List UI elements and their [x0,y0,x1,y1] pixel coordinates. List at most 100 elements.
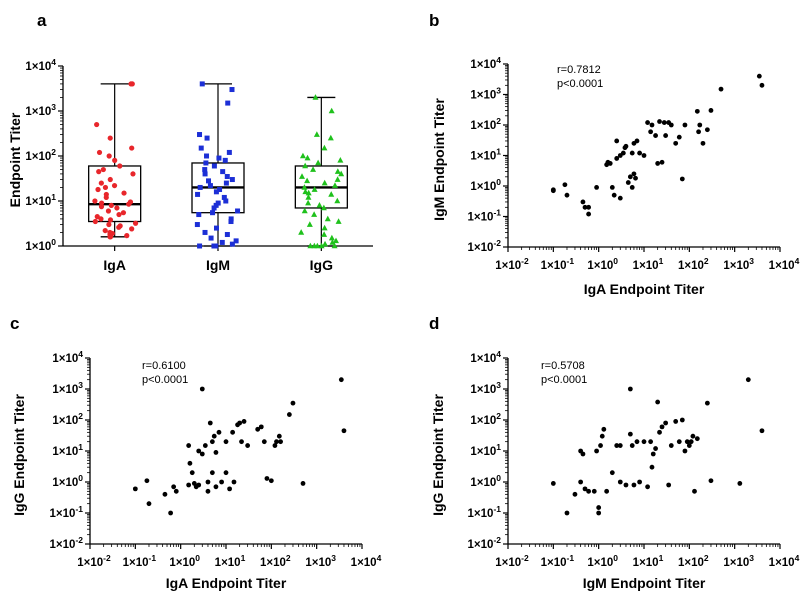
data-point [580,199,586,205]
data-point-igm [194,222,200,228]
y-tick-label-d: 1×103 [470,380,501,396]
data-point-igm [217,187,223,193]
data-point [629,150,635,156]
data-point-iga [124,233,130,239]
data-point-igm [196,212,202,218]
y-tick-label-d: 1×104 [470,349,501,365]
data-point [290,400,296,406]
data-point [223,439,229,445]
data-point-igm [219,239,225,245]
data-point [338,377,344,383]
data-point [213,484,219,490]
data-point-igg [301,184,308,190]
box-igg [294,94,348,249]
data-point [173,488,179,494]
data-point [759,82,765,88]
data-point [645,484,650,490]
data-point [617,195,623,201]
x-tick-label-c: 1×10-2 [77,553,111,569]
data-point [341,428,347,434]
data-point [205,488,211,494]
y-axis-label-d: IgG Endpoint Titer [430,394,446,516]
data-point-igm [203,160,209,166]
data-point [653,133,658,138]
data-point [202,443,208,448]
x-axis-label-d: IgM Endpoint Titer [583,575,706,591]
data-point-iga [129,81,135,87]
data-point-igg [335,218,342,224]
data-point-iga [130,171,136,177]
data-point [708,478,714,484]
data-point-igg [321,231,328,237]
x-tick-label-c: 1×103 [305,553,336,569]
scatter-points-b [550,73,765,217]
x-tick-label-d: 1×100 [587,553,618,569]
data-point-igm [223,198,229,204]
x-axis-label-c: IgA Endpoint Titer [166,575,287,591]
data-point [623,143,629,149]
y-axis-label-c: IgG Endpoint Titer [11,394,27,516]
stat-annotation-b: r=0.7812 [557,64,601,76]
data-point-igm [223,180,229,186]
box-iga [88,81,142,240]
data-point-igg [305,189,312,196]
x-tick-label-b: 1×10-2 [495,256,529,272]
data-point-igm [202,229,208,235]
box-igm [191,81,245,249]
data-point [211,433,217,439]
data-point [655,399,661,405]
data-point-iga [95,186,101,193]
y-tick-label-a: 1×102 [25,147,56,163]
data-point-igg [328,191,335,197]
data-point [186,443,192,448]
data-point [704,127,710,133]
data-point [580,451,586,457]
x-tick-label-b: 1×103 [723,256,754,272]
data-point [609,184,615,190]
data-point [186,482,192,488]
data-point [239,439,244,445]
x-tick-label-b: 1×104 [769,256,800,272]
y-axis-label-a: Endpoint Titer [7,112,23,207]
data-point [620,150,626,156]
y-tick-label-c: 1×102 [52,411,83,427]
data-point [661,120,667,125]
data-point [659,424,665,430]
data-point-igg [299,173,306,179]
data-point [209,470,215,476]
y-tick-label-d: 1×101 [470,442,501,458]
data-point-igm [220,169,226,175]
data-point [591,488,597,494]
x-tick-label-b: 1×10-1 [541,256,575,272]
data-point-igg [321,224,328,231]
data-point [704,400,710,406]
y-tick-label-b: 1×10-2 [468,238,502,254]
data-point-igg [333,237,340,244]
data-point-igg [321,144,328,151]
data-point-igg [311,211,318,217]
data-point [274,439,279,445]
x-tick-label-b: 1×101 [633,256,664,272]
y-tick-label-c: 1×10-1 [50,504,84,520]
data-point [690,433,696,439]
data-point-igg [328,107,335,114]
data-point [268,478,274,484]
data-point [679,176,685,182]
data-point [599,433,605,439]
data-point [631,171,637,177]
data-point [578,479,584,485]
data-point-igg [328,234,335,241]
data-point-igm [198,145,204,151]
data-point [629,184,635,190]
y-tick-label-c: 1×10-2 [50,535,84,551]
data-point [144,478,150,484]
data-point [657,119,662,124]
x-tick-label-c: 1×104 [351,553,382,569]
data-point-iga [98,204,105,210]
y-tick-label-b: 1×101 [470,147,501,163]
data-point [550,187,556,193]
x-tick-label-c: 1×101 [215,553,246,569]
data-point [209,439,215,445]
data-point [162,491,168,497]
